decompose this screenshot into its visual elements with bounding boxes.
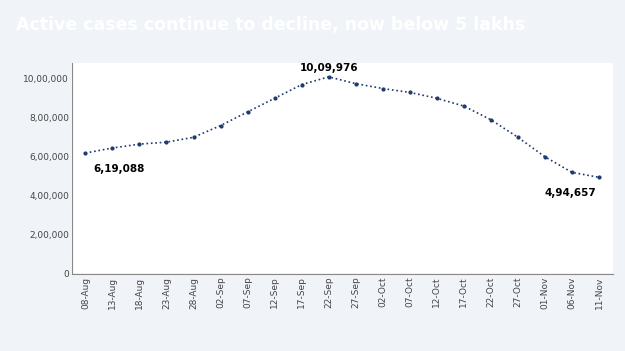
Text: 6,19,088: 6,19,088	[94, 164, 145, 174]
Text: 10,09,976: 10,09,976	[299, 63, 358, 73]
Text: Active cases continue to decline, now below 5 lakhs: Active cases continue to decline, now be…	[16, 16, 525, 34]
Text: 4,94,657: 4,94,657	[544, 188, 596, 198]
